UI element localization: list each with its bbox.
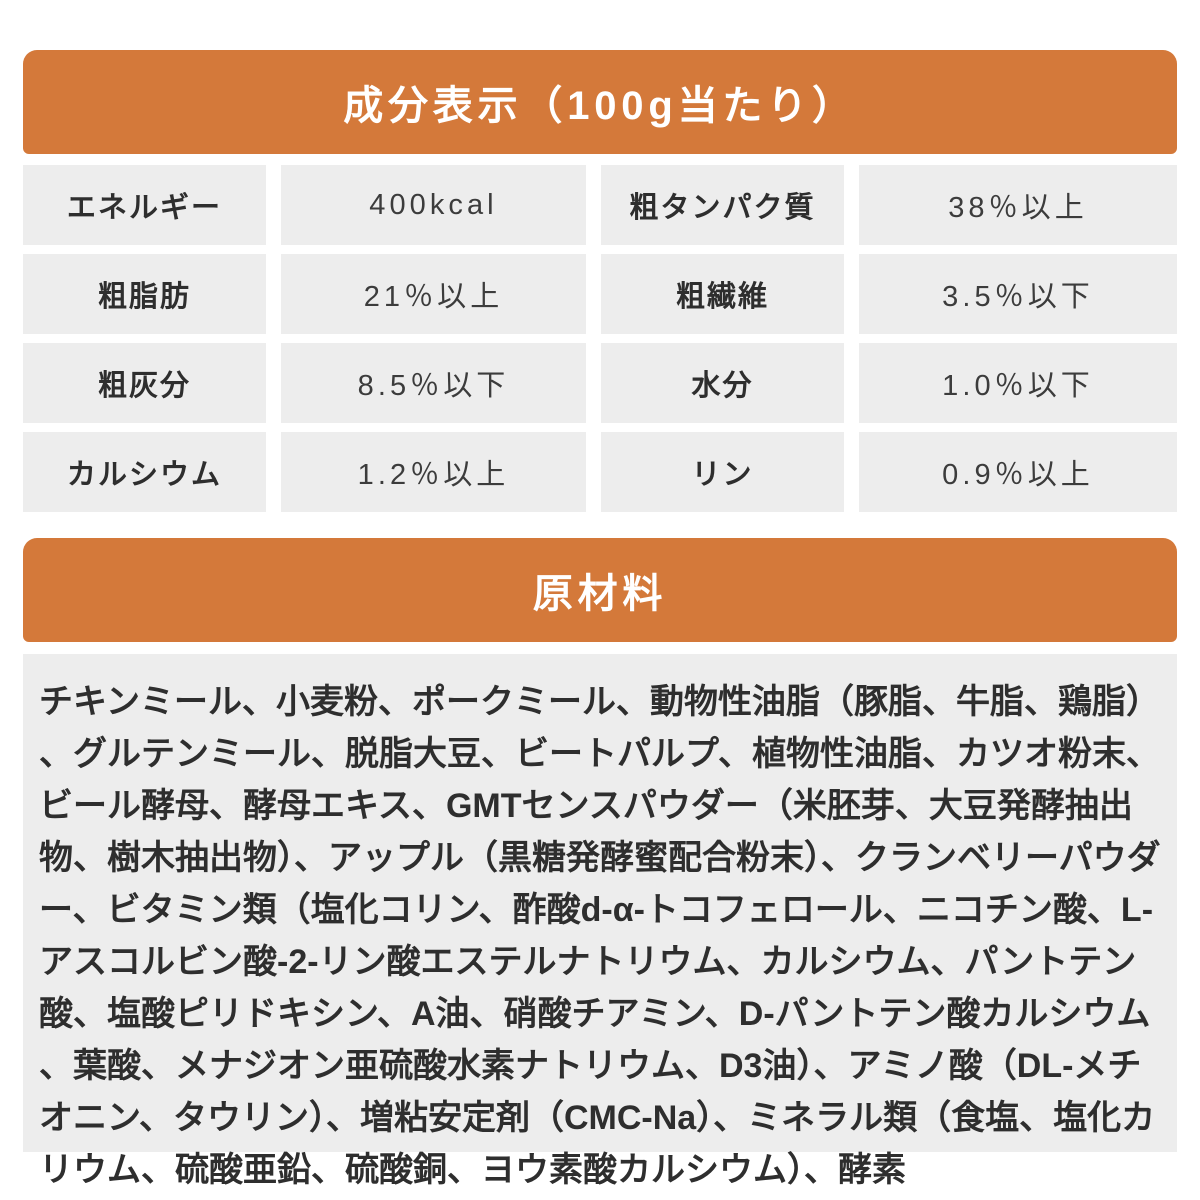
nutrient-value-calcium: 1.2％以上 xyxy=(281,432,586,512)
nutrient-label-crude-protein: 粗タンパク質 xyxy=(601,165,844,245)
nutrition-header: 成分表示（100g当たり） xyxy=(23,50,1177,154)
ingredients-title: 原材料 xyxy=(532,572,668,616)
nutrient-label-crude-fat: 粗脂肪 xyxy=(23,254,266,334)
nutrient-label-crude-ash: 粗灰分 xyxy=(23,343,266,423)
nutrient-value-crude-protein: 38％以上 xyxy=(859,165,1177,245)
ingredients-text: チキンミール、小麦粉、ポークミール、動物性油脂（豚脂、牛脂、鶏脂）、グルテンミー… xyxy=(39,683,1161,1189)
nutrition-table: エネルギー 400kcal 粗タンパク質 38％以上 粗脂肪 21％以上 粗繊維… xyxy=(23,165,1177,512)
nutrient-value-moisture: 1.0％以下 xyxy=(859,343,1177,423)
nutrient-value-crude-ash: 8.5％以下 xyxy=(281,343,586,423)
nutrient-value-crude-fat: 21％以上 xyxy=(281,254,586,334)
ingredients-panel: チキンミール、小麦粉、ポークミール、動物性油脂（豚脂、牛脂、鶏脂）、グルテンミー… xyxy=(23,654,1177,1189)
nutrition-title: 成分表示（100g当たり） xyxy=(343,84,857,128)
nutrition-label-page: 成分表示（100g当たり） エネルギー 400kcal 粗タンパク質 38％以上… xyxy=(23,50,1177,1189)
nutrient-label-energy: エネルギー xyxy=(23,165,266,245)
nutrient-label-moisture: 水分 xyxy=(601,343,844,423)
nutrient-label-phosphorus: リン xyxy=(601,432,844,512)
nutrient-label-crude-fiber: 粗繊維 xyxy=(601,254,844,334)
ingredients-header: 原材料 xyxy=(23,538,1177,642)
nutrient-value-crude-fiber: 3.5％以下 xyxy=(859,254,1177,334)
nutrient-value-phosphorus: 0.9％以上 xyxy=(859,432,1177,512)
nutrient-label-calcium: カルシウム xyxy=(23,432,266,512)
nutrient-value-energy: 400kcal xyxy=(281,165,586,245)
